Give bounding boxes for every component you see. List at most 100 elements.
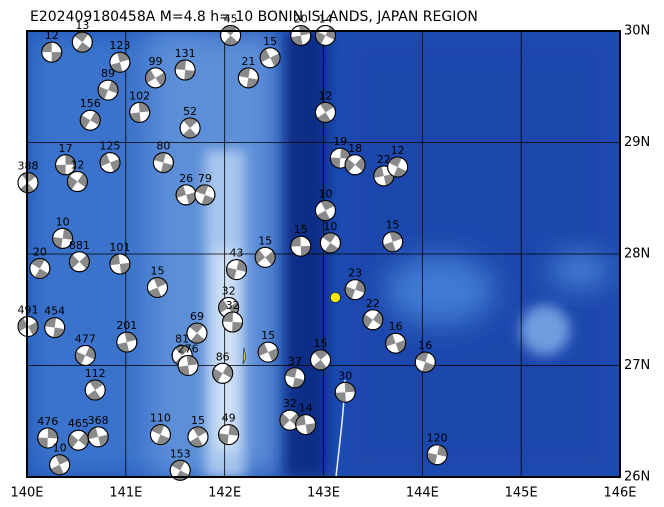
lon-tick-label: 144E — [406, 486, 439, 501]
focal-mechanism — [146, 276, 168, 298]
focal-mechanism — [212, 362, 234, 384]
beachball-compression — [427, 444, 448, 465]
focal-mechanism — [149, 424, 171, 446]
beachball-compression — [68, 432, 89, 448]
beachball-compression — [44, 317, 65, 338]
beachball-outline — [220, 24, 242, 46]
focal-mechanism — [68, 251, 90, 273]
event-depth-label: 18 — [348, 142, 362, 155]
beachball-outline — [290, 24, 312, 46]
event-depth-label: 276 — [178, 343, 199, 356]
beachball-outline — [226, 259, 248, 281]
event-depth-label: 15 — [191, 414, 205, 427]
beachball-compression — [322, 232, 339, 253]
focal-mechanism — [71, 31, 93, 53]
event-depth-label: 17 — [59, 142, 73, 155]
beachball-compression — [37, 427, 58, 448]
focal-mechanism — [222, 311, 244, 333]
focal-mechanism — [382, 231, 404, 253]
focal-mechanism — [194, 184, 216, 206]
focal-mechanism — [109, 253, 131, 275]
beachball-outline — [99, 152, 121, 174]
beachball-outline — [129, 101, 151, 123]
event-depth-label: 14 — [318, 12, 332, 25]
beachball-outline — [109, 253, 131, 275]
beachball-compression — [260, 48, 281, 67]
beachball-outline — [212, 362, 234, 384]
event-depth-label: 12 — [318, 89, 332, 102]
focal-mechanism — [29, 257, 51, 279]
beachball-compression — [98, 80, 119, 100]
event-depth-label: 43 — [230, 247, 244, 260]
focal-mechanism — [97, 79, 119, 101]
beachball-compression — [109, 254, 130, 274]
event-depth-label: 123 — [109, 39, 130, 52]
event-depth-label: 52 — [183, 105, 197, 118]
beachball-compression — [195, 184, 215, 205]
beachball-compression — [388, 157, 407, 178]
focal-mechanism — [186, 322, 208, 344]
event-depth-label: 15 — [258, 234, 272, 247]
beachball-outline — [37, 427, 59, 449]
event-depth-label: 101 — [109, 241, 130, 254]
focal-mechanism — [179, 117, 201, 139]
focal-mechanism — [314, 101, 336, 123]
beachball-compression — [182, 118, 198, 139]
beachball-compression — [17, 317, 38, 336]
beachball-compression — [31, 258, 49, 279]
beachball-outline — [49, 454, 71, 476]
focal-mechanism — [220, 24, 242, 46]
event-depth-label: 14 — [299, 402, 313, 415]
event-depth-label: 37 — [288, 355, 302, 368]
beachball-outline — [109, 51, 131, 73]
focal-mechanism — [290, 235, 312, 257]
focal-mechanism — [290, 24, 312, 46]
focal-mechanism — [49, 454, 71, 476]
focal-mechanism — [74, 344, 96, 366]
beachball-outline — [52, 227, 74, 249]
beachball-outline — [362, 309, 384, 331]
event-depth-label: 15 — [314, 337, 328, 350]
event-depth-label: 476 — [37, 415, 58, 428]
event-depth-label: 201 — [116, 319, 137, 332]
event-depth-label: 32 — [222, 285, 236, 298]
beachball-compression — [255, 249, 276, 266]
event-depth-label: 32 — [226, 299, 240, 312]
beachball-compression — [415, 352, 435, 373]
focal-mechanism — [344, 154, 366, 176]
beachball-outline — [174, 59, 196, 81]
focal-mechanism — [66, 171, 88, 193]
event-depth-label: 79 — [198, 172, 212, 185]
focal-mechanism — [169, 459, 191, 481]
beachball-compression — [148, 277, 167, 298]
event-depth-label: 16 — [418, 339, 432, 352]
beachball-outline — [169, 459, 191, 481]
event-depth-label: 81 — [175, 332, 189, 345]
focal-mechanism — [387, 156, 409, 178]
beachball-outline — [66, 171, 88, 193]
event-depth-label: 69 — [190, 310, 204, 323]
event-depth-label: 21 — [241, 55, 255, 68]
beachball-outline — [71, 31, 93, 53]
focal-mechanism — [385, 332, 407, 354]
beachball-outline — [314, 101, 336, 123]
focal-mechanism — [37, 427, 59, 449]
beachball-compression — [50, 454, 69, 475]
focal-mechanism — [254, 246, 276, 268]
event-depth-label: 881 — [69, 239, 90, 252]
lat-tick-label: 30N — [624, 24, 650, 39]
beachball-compression — [151, 424, 170, 445]
focal-mechanism — [55, 154, 77, 176]
beachball-outline — [344, 279, 366, 301]
focal-mechanism — [52, 227, 74, 249]
focal-mechanism — [79, 109, 101, 131]
event-depth-label: 131 — [175, 47, 196, 60]
focal-mechanism — [99, 152, 121, 174]
focal-mechanism — [41, 41, 63, 63]
beachball-compression — [238, 67, 259, 88]
beachball-compression — [373, 166, 394, 186]
event-depth-label: 45 — [224, 12, 238, 25]
beachball-compression — [226, 259, 247, 280]
